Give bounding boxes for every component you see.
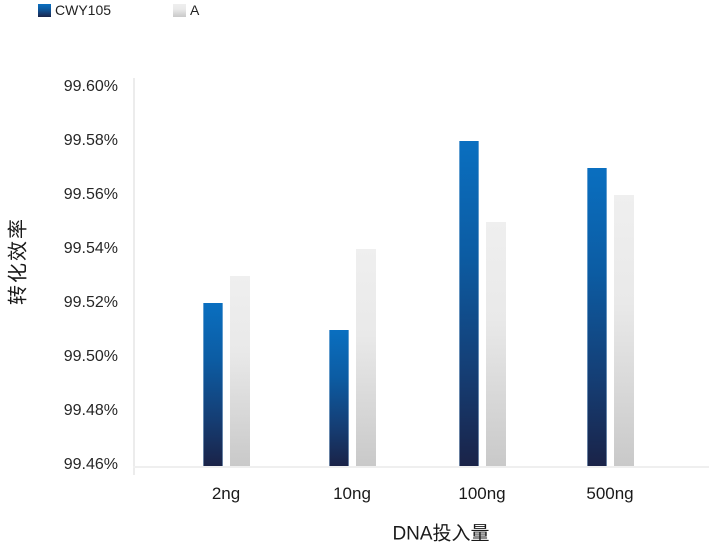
y-tick-label: 99.60% — [63, 78, 118, 95]
x-category-label-2ng: 2ng — [211, 484, 241, 503]
bar-cwy105-100ng — [459, 141, 479, 466]
bar-cwy105-10ng — [329, 330, 349, 466]
legend-item-a: A — [173, 2, 199, 18]
chart-legend: CWY105 A — [38, 2, 199, 18]
legend-label-a: A — [190, 2, 200, 18]
y-tick-label: 99.48% — [63, 402, 118, 419]
bar-a-500ng — [614, 195, 634, 466]
x-category-label-500ng: 500ng — [586, 484, 634, 503]
x-axis-line — [133, 465, 709, 468]
y-axis-line — [133, 78, 135, 475]
bar-cwy105-500ng — [587, 168, 607, 466]
x-category-label-100ng: 100ng — [458, 484, 506, 503]
y-tick-label: 99.50% — [63, 348, 118, 365]
x-axis-title: DNA投入量 — [392, 523, 490, 545]
legend-swatch-cwy105-icon — [38, 3, 51, 17]
y-tick-label: 99.56% — [63, 186, 118, 203]
y-tick-label: 99.46% — [63, 456, 118, 473]
bar-a-2ng — [230, 276, 250, 466]
legend-item-cwy105: CWY105 — [38, 2, 111, 18]
y-axis-title: 转化效率 — [7, 217, 30, 305]
bar-a-100ng — [486, 222, 506, 466]
y-tick-label: 99.58% — [63, 132, 118, 149]
y-tick-label: 99.54% — [63, 240, 118, 257]
bar-cwy105-2ng — [203, 303, 223, 466]
legend-label-cwy105: CWY105 — [55, 2, 112, 18]
bar-a-10ng — [356, 249, 376, 466]
y-tick-label: 99.52% — [63, 294, 118, 311]
legend-swatch-a-icon — [173, 3, 187, 17]
x-category-label-10ng: 10ng — [333, 484, 371, 503]
